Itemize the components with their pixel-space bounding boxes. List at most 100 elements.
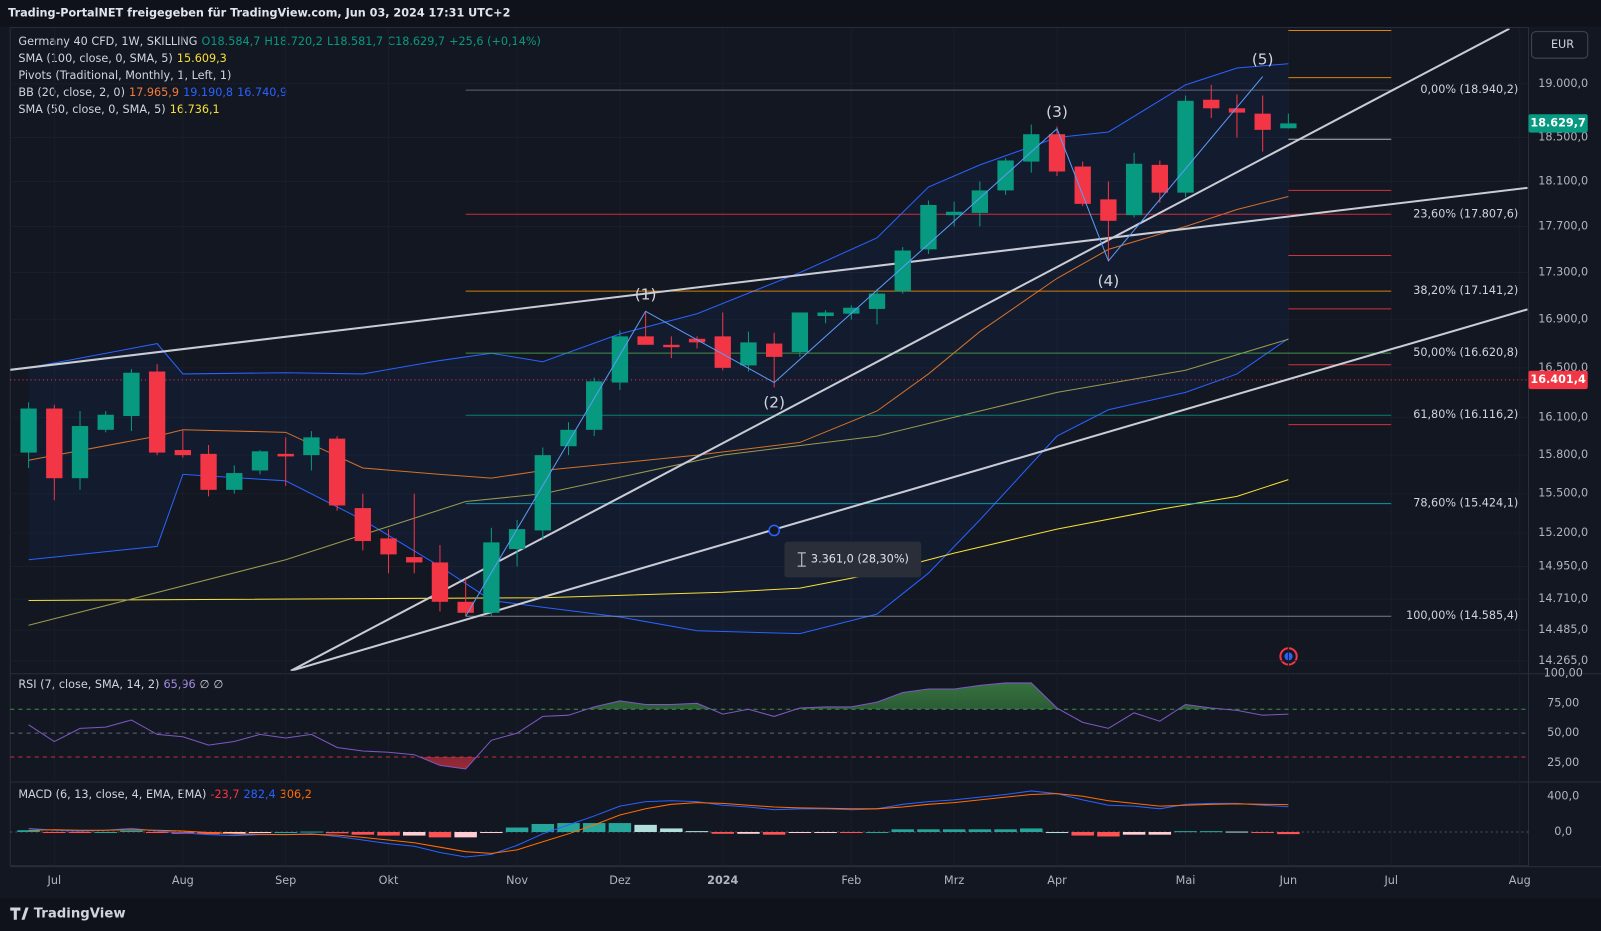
wave-label: (5)	[1252, 51, 1274, 69]
candle-body	[894, 250, 911, 292]
legend-value: L18.581,7	[327, 35, 383, 48]
x-tick-label: Mrz	[944, 874, 964, 887]
macd-histogram-bar	[685, 831, 709, 833]
candle-body	[71, 426, 89, 479]
measure-label: 3.361,0 (28,30%)	[811, 553, 909, 566]
candle-body	[534, 455, 551, 531]
y-tick-label: 18.500,0	[1538, 130, 1588, 143]
x-tick-label: Sep	[275, 874, 296, 887]
legend-value: 15.609,3	[177, 52, 227, 65]
currency-label[interactable]: EUR	[1551, 38, 1574, 51]
macd-histogram-bar	[531, 823, 555, 833]
measure-box	[784, 541, 922, 578]
macd-histogram-bar	[43, 832, 66, 834]
price-box-label: 18.629,7	[1530, 116, 1585, 129]
candle-body	[945, 211, 963, 216]
macd-histogram-bar	[1071, 832, 1094, 836]
candle-body	[843, 307, 860, 314]
legend-row: SMA (50, close, 0, SMA, 5) 16.736,1	[18, 103, 219, 116]
macd-tick-label: 400,0	[1547, 789, 1579, 802]
macd-histogram-bar	[403, 832, 426, 836]
macd-histogram-bar	[1020, 828, 1043, 833]
candle-body	[611, 336, 629, 383]
candle-body	[380, 538, 397, 555]
legend-name: Germany 40 CFD, 1W, SKILLING	[18, 35, 197, 48]
legend-value: +25,6 (+0,14%)	[449, 35, 541, 48]
macd-histogram-bar	[1174, 831, 1197, 833]
macd-histogram-bar	[968, 829, 992, 833]
candle-body	[1177, 100, 1194, 193]
candle-body	[637, 336, 654, 345]
macd-histogram-bar	[788, 832, 812, 834]
footer-bar	[0, 898, 1601, 931]
candle-body	[97, 414, 114, 430]
candle-body	[226, 473, 243, 490]
candle-body	[714, 336, 731, 368]
rsi-tick-label: 25,00	[1547, 756, 1579, 769]
macd-histogram-bar	[120, 830, 143, 833]
macd-histogram-bar	[197, 832, 220, 835]
y-tick-label: 15.200,0	[1538, 526, 1588, 539]
candle-body	[663, 344, 680, 348]
legend-name: BB (20, close, 2, 0)	[18, 86, 125, 99]
trend-line	[10, 186, 1528, 371]
candle-body	[200, 453, 217, 490]
macd-signal-line	[28, 793, 1289, 854]
macd-macd-line	[28, 790, 1289, 858]
fib-label: 61,80% (16.116,2)	[1413, 408, 1518, 421]
macd-histogram-bar	[480, 832, 503, 834]
legend-name: MACD (6, 13, close, 4, EMA, EMA)	[18, 788, 206, 801]
candle-body	[123, 372, 140, 417]
candle-body	[1074, 166, 1091, 204]
macd-histogram-bar	[891, 829, 914, 833]
wave-label: (2)	[763, 393, 785, 411]
tv-logo	[10, 907, 29, 920]
legend-name: Pivots (Traditional, Monthly, 1, Left, 1…	[18, 69, 231, 82]
macd-histogram-bar	[994, 829, 1017, 833]
fib-label: 50,00% (16.620,8)	[1413, 346, 1518, 359]
macd-histogram-bar	[274, 832, 297, 834]
macd-histogram-bar	[840, 832, 863, 834]
y-tick-label: 14.950,0	[1538, 559, 1588, 572]
y-tick-label: 16.100,0	[1538, 410, 1588, 423]
x-tick-label: Okt	[379, 874, 399, 887]
macd-histogram-bar	[300, 831, 323, 833]
candle-body	[586, 381, 603, 430]
candle-body	[971, 190, 989, 213]
fib-label: 23,60% (17.807,6)	[1413, 207, 1518, 220]
candle-body	[1254, 113, 1271, 130]
price-box-label: 16.401,4	[1530, 373, 1586, 386]
legend-row: RSI (7, close, SMA, 14, 2) 65,96 ∅ ∅	[18, 678, 223, 691]
fib-label: 38,20% (17.141,2)	[1413, 284, 1518, 297]
candle-body	[277, 453, 294, 457]
header-text: Trading-PortalNET freigegeben für Tradin…	[8, 6, 510, 19]
fib-label: 0,00% (18.940,2)	[1420, 83, 1518, 96]
candle-body	[457, 601, 474, 613]
macd-histogram-bar	[1122, 832, 1146, 835]
macd-histogram-bar	[325, 832, 349, 834]
legend-row: BB (20, close, 2, 0) 17.965,9 19.190,8 16.7…	[18, 86, 287, 99]
candle-body	[1125, 163, 1143, 216]
y-tick-label: 17.300,0	[1538, 266, 1588, 279]
y-tick-label: 17.700,0	[1538, 219, 1588, 232]
macd-histogram-bar	[428, 832, 452, 838]
macd-histogram-bar	[557, 823, 580, 833]
macd-histogram-bar	[351, 832, 375, 835]
macd-histogram-bar	[1200, 831, 1223, 833]
x-tick-label: Dez	[609, 874, 631, 887]
candle-body	[791, 312, 809, 353]
macd-histogram-bar	[1277, 832, 1300, 835]
legend-value: -23,7	[210, 788, 239, 801]
macd-histogram-bar	[762, 832, 786, 835]
candle-body	[1100, 199, 1117, 221]
macd-histogram-bar	[17, 830, 40, 833]
x-tick-label: Mai	[1176, 874, 1196, 887]
candle-body	[817, 312, 834, 317]
candle-body	[1228, 108, 1246, 113]
macd-tick-label: 0,0	[1554, 825, 1572, 838]
macd-histogram-bar	[1251, 832, 1274, 834]
candle-body	[1048, 134, 1066, 172]
currency-button[interactable]	[1531, 31, 1589, 59]
candle-body	[920, 204, 937, 250]
legend-value: 65,96	[163, 678, 195, 691]
